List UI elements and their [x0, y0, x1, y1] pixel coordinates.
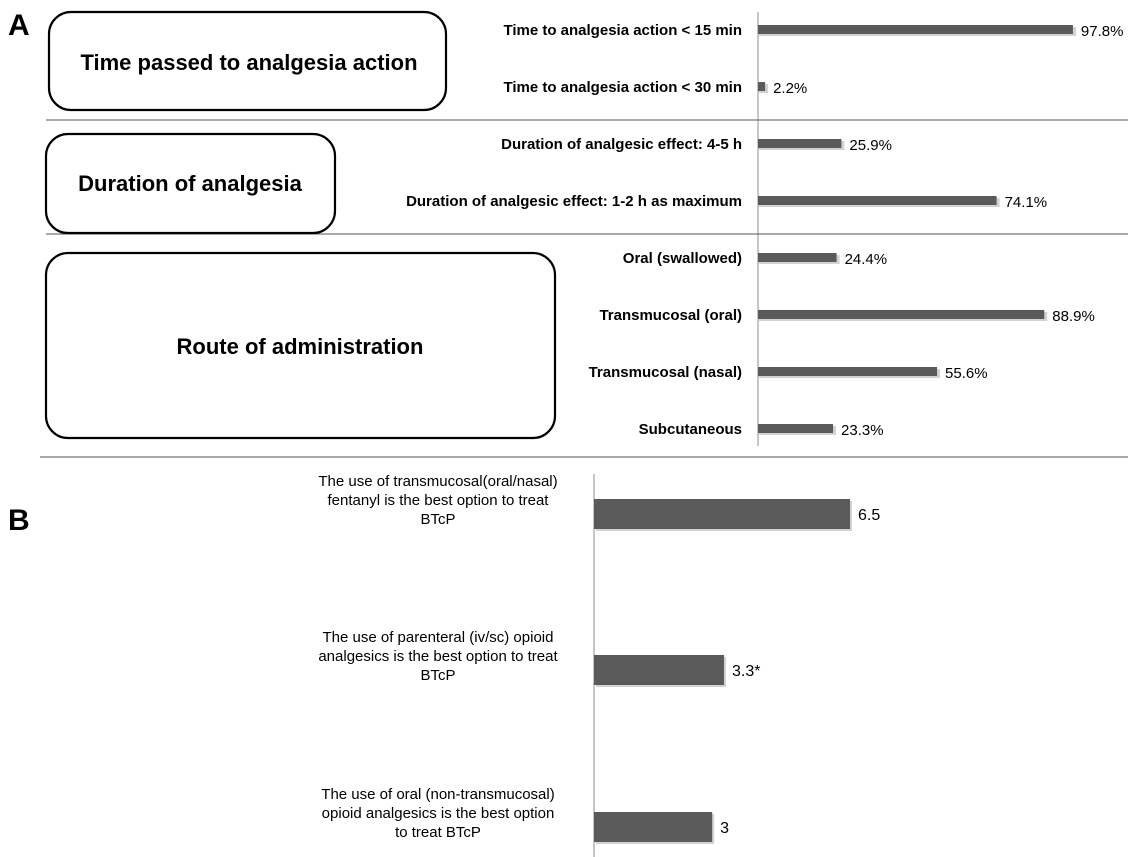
group-box — [47, 10, 448, 112]
panel-b-chart: 6.5 The use of transmucosal(oral/nasal) fe… — [318, 473, 880, 857]
category-label: The use of oral (non-transmucosal) — [321, 786, 554, 803]
panel-b-letter: B — [8, 504, 30, 537]
bar — [594, 812, 713, 842]
group-label: Duration of analgesia — [78, 171, 302, 196]
group-box — [44, 132, 337, 235]
data-label: 25.9% — [849, 137, 892, 154]
group-label: Time passed to analgesia action — [80, 50, 417, 75]
data-label: 2.2% — [773, 80, 807, 97]
bar — [758, 82, 766, 91]
bar — [758, 310, 1045, 319]
bar — [758, 196, 997, 205]
category-label: Oral (swallowed) — [623, 250, 742, 267]
bar — [758, 25, 1073, 34]
data-label: 3 — [720, 820, 729, 837]
bar — [594, 499, 850, 529]
bar — [758, 367, 938, 376]
category-label: Transmucosal (nasal) — [589, 364, 742, 381]
data-label: 88.9% — [1052, 308, 1095, 325]
category-label: The use of transmucosal(oral/nasal) — [318, 473, 557, 490]
category-label: The use of parenteral (iv/sc) opioid — [323, 629, 554, 646]
category-label: Duration of analgesic effect: 1-2 h as m… — [406, 193, 742, 210]
category-label: Time to analgesia action < 30 min — [503, 79, 742, 96]
category-label: opioid analgesics is the best option — [322, 805, 555, 822]
bar — [758, 253, 837, 262]
category-label: Transmucosal (oral) — [599, 307, 742, 324]
bar — [758, 424, 834, 433]
category-label: Time to analgesia action < 15 min — [503, 22, 742, 39]
data-label: 74.1% — [1005, 194, 1048, 211]
data-label: 97.8% — [1081, 23, 1124, 40]
category-label: BTcP — [420, 511, 455, 528]
group-label: Route of administration — [177, 334, 424, 359]
category-label: Subcutaneous — [639, 421, 742, 438]
data-label: 3.3* — [732, 663, 760, 680]
category-label: BTcP — [420, 667, 455, 684]
data-label: 24.4% — [845, 251, 888, 268]
bar — [758, 139, 842, 148]
category-label: to treat BTcP — [395, 824, 481, 841]
bar — [594, 655, 724, 685]
data-label: 23.3% — [841, 422, 884, 439]
data-label: 55.6% — [945, 365, 988, 382]
category-label: analgesics is the best option to treat — [318, 648, 558, 665]
panel-a-letter: A — [8, 9, 30, 42]
category-label: Duration of analgesic effect: 4-5 h — [501, 136, 742, 153]
panel-a-chart: Time passed to analgesia action Time to a… — [40, 10, 1128, 458]
data-label: 6.5 — [858, 507, 880, 524]
group-box — [44, 251, 557, 440]
category-label: fentanyl is the best option to treat — [328, 492, 550, 509]
